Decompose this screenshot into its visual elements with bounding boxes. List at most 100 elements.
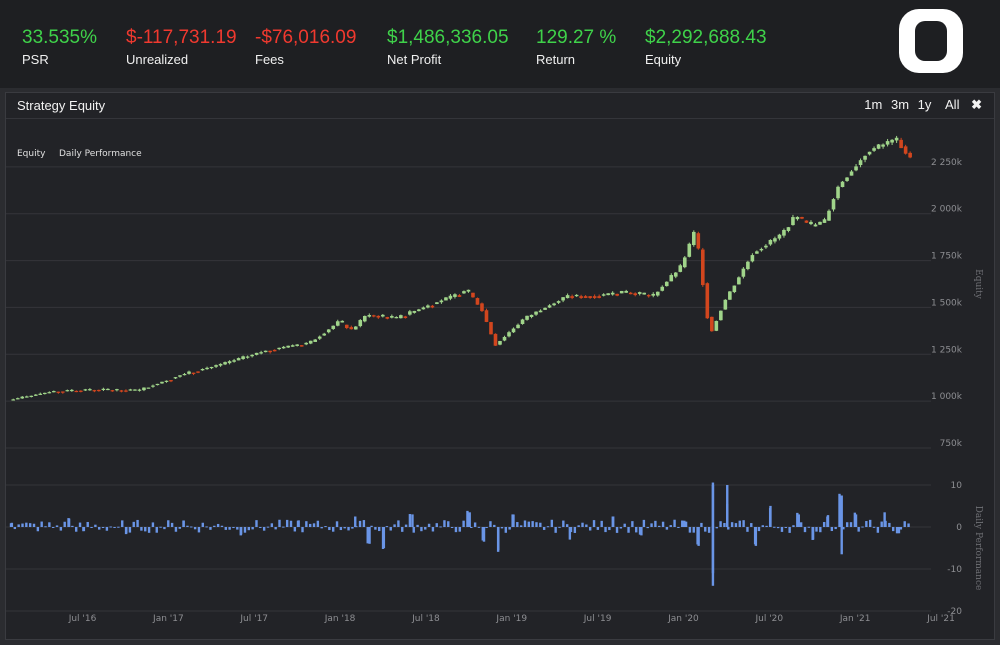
- performance-bar: [842, 527, 845, 530]
- panel-title: Strategy Equity: [17, 98, 106, 113]
- zoom-all-button[interactable]: All: [945, 97, 960, 112]
- performance-bar: [765, 525, 768, 527]
- candle-body: [610, 292, 615, 295]
- performance-bar: [761, 525, 764, 527]
- performance-bar: [899, 527, 903, 530]
- performance-bar: [711, 527, 715, 574]
- performance-bar: [726, 503, 729, 527]
- performance-bar: [865, 521, 868, 527]
- candle-body: [696, 233, 701, 249]
- performance-bar: [121, 520, 124, 527]
- performance-bar: [854, 514, 858, 527]
- candle-body: [701, 249, 705, 286]
- performance-bar: [151, 522, 155, 527]
- performance-bar: [397, 520, 400, 527]
- performance-y-tick: -20: [947, 607, 962, 617]
- performance-bar: [128, 527, 132, 533]
- candle-body: [466, 289, 471, 292]
- performance-bar: [368, 527, 371, 544]
- performance-bar: [282, 526, 285, 528]
- close-icon[interactable]: ✖: [971, 97, 982, 112]
- performance-bar: [113, 527, 116, 528]
- performance-bar: [493, 524, 496, 527]
- performance-bar: [796, 512, 799, 527]
- candle-body: [403, 316, 408, 319]
- performance-bar: [36, 527, 40, 532]
- candle-body: [344, 324, 349, 329]
- candle-body: [664, 281, 669, 287]
- stat-label: Unrealized: [126, 52, 189, 67]
- performance-bar: [815, 527, 818, 532]
- candle-body: [791, 217, 795, 226]
- performance-bar: [389, 527, 392, 531]
- candle-body: [525, 315, 529, 320]
- performance-bar: [757, 527, 761, 532]
- candle-body: [863, 155, 867, 160]
- candle-body: [101, 388, 106, 390]
- candle-body: [358, 320, 363, 327]
- candle-body: [164, 380, 169, 382]
- candle-body: [313, 339, 318, 342]
- equity-y-tick: 2 000k: [931, 205, 963, 215]
- performance-bar: [351, 527, 354, 529]
- candle-body: [493, 333, 498, 346]
- candle-body: [615, 293, 619, 296]
- performance-bar: [485, 527, 488, 528]
- candle-body: [583, 296, 588, 298]
- performance-bar: [251, 527, 254, 530]
- candle-body: [858, 160, 863, 166]
- candle-body: [691, 231, 696, 246]
- candle-body: [286, 345, 290, 348]
- candle-body: [881, 144, 885, 147]
- performance-bar: [186, 525, 189, 527]
- performance-bar: [274, 527, 277, 530]
- performance-bar: [468, 512, 471, 527]
- performance-bar: [784, 527, 788, 528]
- performance-bar: [834, 527, 837, 530]
- performance-bar: [611, 516, 614, 527]
- performance-bar: [888, 522, 891, 527]
- stat-value: $-117,731.19: [126, 27, 237, 48]
- performance-bar: [803, 527, 807, 533]
- candle-body: [160, 381, 164, 384]
- candle-body: [660, 286, 665, 291]
- performance-bar: [822, 522, 826, 527]
- performance-bar: [565, 524, 569, 527]
- performance-bar: [470, 527, 473, 528]
- performance-bar: [477, 526, 481, 528]
- panel-divider: [6, 118, 994, 119]
- x-tick: Jan '20: [667, 614, 699, 624]
- candle-body: [277, 347, 281, 350]
- candle-body: [507, 332, 511, 337]
- stat-psr: 33.535% PSR: [22, 27, 97, 67]
- performance-bar: [136, 519, 139, 527]
- equity-chart[interactable]: 750k 1 000k 1 250k 1 500k 1 750k 2 000k 2 250k…: [6, 93, 994, 639]
- performance-bar: [454, 527, 458, 533]
- candle-body: [502, 336, 507, 341]
- performance-bar: [746, 527, 749, 532]
- performance-bar: [182, 520, 185, 527]
- legend-daily-performance: Daily Performance: [59, 149, 142, 159]
- performance-bar: [880, 521, 883, 527]
- zoom-3m-button[interactable]: 3m: [890, 97, 910, 112]
- performance-bar: [554, 527, 557, 533]
- performance-bar: [239, 527, 242, 536]
- performance-bar: [807, 526, 811, 528]
- performance-bar: [788, 527, 791, 533]
- performance-bar: [216, 523, 220, 527]
- performance-bar: [826, 516, 829, 527]
- candle-body: [110, 390, 115, 392]
- candle-body: [890, 139, 894, 143]
- performance-bar: [48, 522, 51, 527]
- performance-bar: [328, 527, 331, 531]
- candle-body: [813, 224, 818, 227]
- performance-bar: [462, 520, 465, 527]
- performance-bar: [324, 526, 327, 528]
- performance-bar: [382, 527, 386, 548]
- candle-body: [385, 317, 390, 319]
- zoom-1y-button[interactable]: 1y: [917, 97, 932, 112]
- candle-body: [61, 391, 65, 393]
- zoom-1m-button[interactable]: 1m: [864, 97, 883, 112]
- performance-bar: [497, 527, 500, 551]
- candle-body: [624, 290, 628, 293]
